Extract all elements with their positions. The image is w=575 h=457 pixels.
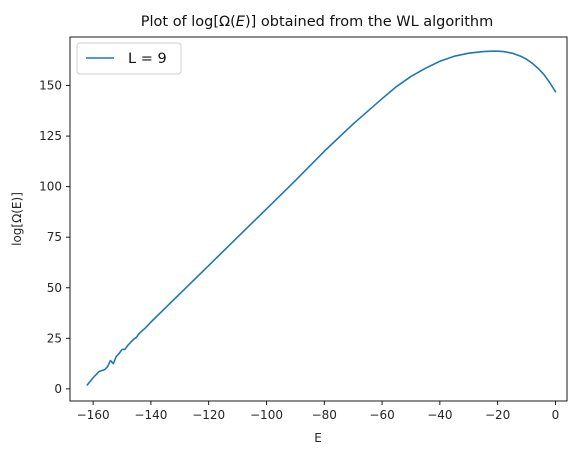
x-tick-label: −100 <box>250 408 283 422</box>
y-tick-label: 50 <box>47 281 62 295</box>
x-tick-label: −80 <box>312 408 337 422</box>
x-axis: −160 −140 −120 −100 −80 −60 −40 −20 0 <box>77 401 560 422</box>
y-tick-label: 125 <box>39 129 62 143</box>
y-tick-label: 25 <box>47 331 62 345</box>
axes-frame <box>69 36 568 402</box>
y-axis: 0 25 50 75 100 125 150 <box>39 79 70 396</box>
y-tick-label: 0 <box>54 382 62 396</box>
y-tick-label: 75 <box>47 230 62 244</box>
x-tick-label: −140 <box>134 408 167 422</box>
legend: L = 9 <box>76 42 182 75</box>
y-axis-label: log[Ω(E)] <box>10 192 24 246</box>
series-line-l9 <box>86 50 557 386</box>
x-axis-label: E <box>314 431 322 445</box>
x-tick-label: 0 <box>552 408 560 422</box>
x-tick-label: −60 <box>369 408 394 422</box>
x-tick-label: −40 <box>427 408 452 422</box>
x-tick-label: −160 <box>77 408 110 422</box>
y-tick-label: 100 <box>39 180 62 194</box>
y-tick-label: 150 <box>39 79 62 93</box>
chart-title: Plot of log[Ω(E)] obtained from the WL a… <box>141 14 494 30</box>
x-tick-label: −20 <box>485 408 510 422</box>
x-tick-label: −120 <box>192 408 225 422</box>
legend-box <box>76 42 182 75</box>
legend-entry-label: L = 9 <box>128 51 167 67</box>
